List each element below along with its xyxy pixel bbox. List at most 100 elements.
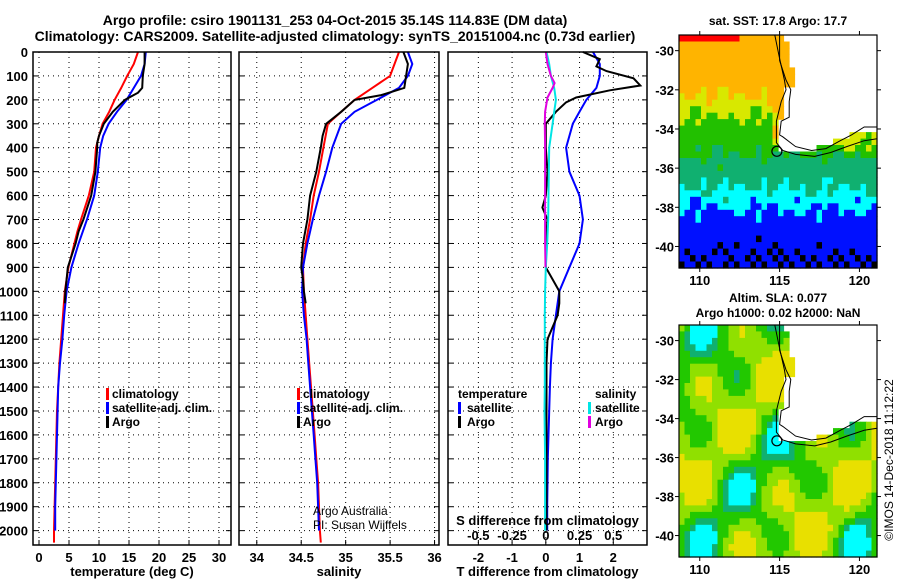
map-cell bbox=[860, 466, 867, 474]
map-cell bbox=[772, 531, 779, 539]
map-cell bbox=[750, 125, 757, 133]
map-cell bbox=[822, 203, 829, 211]
map-cell bbox=[723, 119, 730, 127]
map-cell bbox=[827, 209, 834, 217]
y-tick-label: 1400 bbox=[0, 380, 28, 395]
map-cell bbox=[684, 151, 691, 159]
map-cell bbox=[690, 209, 697, 217]
map-cell bbox=[679, 229, 686, 237]
map-cell bbox=[717, 486, 724, 494]
map-cell bbox=[750, 505, 757, 513]
map-cell bbox=[745, 190, 752, 198]
map-cell bbox=[838, 447, 845, 455]
map-cell bbox=[871, 196, 878, 204]
map-cell bbox=[756, 183, 763, 191]
map-cell bbox=[701, 447, 708, 455]
map-cell bbox=[706, 402, 713, 410]
map-cell bbox=[844, 460, 851, 468]
map-cell bbox=[734, 408, 741, 416]
map-cell bbox=[833, 235, 840, 243]
map-cell bbox=[816, 473, 823, 481]
map-cell bbox=[734, 261, 741, 269]
map-cell bbox=[734, 544, 741, 552]
map-cell bbox=[745, 170, 752, 178]
map-cell bbox=[734, 93, 741, 101]
map-cell bbox=[849, 421, 856, 429]
map-cell bbox=[690, 73, 697, 81]
map-cell bbox=[679, 415, 686, 423]
map-cell bbox=[767, 363, 774, 371]
map-cell bbox=[805, 460, 812, 468]
map-cell bbox=[695, 196, 702, 204]
map-cell bbox=[794, 460, 801, 468]
map-cell bbox=[712, 183, 719, 191]
map-cell bbox=[734, 395, 741, 403]
map-cell bbox=[706, 138, 713, 146]
map-cell bbox=[866, 460, 873, 468]
x-tick-label: -1 bbox=[506, 550, 518, 565]
map-cell bbox=[866, 447, 873, 455]
map-cell bbox=[701, 486, 708, 494]
map-cell bbox=[778, 402, 785, 410]
map-cell bbox=[761, 350, 768, 358]
map-cell bbox=[706, 441, 713, 448]
map-cell bbox=[866, 190, 873, 198]
map-cell bbox=[800, 505, 807, 513]
map-cell bbox=[756, 402, 763, 410]
map-cell bbox=[706, 453, 713, 461]
map-cell bbox=[761, 415, 768, 423]
map-cell bbox=[750, 486, 757, 494]
map-cell bbox=[728, 125, 735, 133]
map-cell bbox=[816, 229, 823, 237]
map-cell bbox=[728, 325, 735, 332]
map-cell bbox=[778, 511, 785, 519]
map-cell bbox=[723, 229, 730, 237]
map-cell bbox=[871, 537, 878, 545]
map-cell bbox=[855, 222, 862, 230]
map-cell bbox=[783, 331, 790, 339]
map-cell bbox=[739, 357, 746, 365]
map-cell bbox=[750, 106, 757, 114]
map-cell bbox=[695, 73, 702, 81]
map-cell bbox=[712, 119, 719, 127]
map-cell bbox=[745, 67, 752, 75]
map-cell bbox=[794, 170, 801, 178]
map-cell bbox=[816, 261, 823, 269]
map-cell bbox=[690, 537, 697, 545]
map-cell bbox=[811, 518, 818, 526]
map-cell bbox=[750, 531, 757, 539]
map-cell bbox=[684, 447, 691, 455]
map-cell bbox=[849, 222, 856, 230]
map-cell bbox=[728, 60, 735, 68]
map-cell bbox=[706, 434, 713, 442]
map-cell bbox=[866, 222, 873, 230]
map-cell bbox=[871, 222, 878, 230]
map-cell bbox=[822, 524, 829, 532]
map-cell bbox=[756, 222, 763, 230]
map-cell bbox=[723, 337, 730, 345]
map-cell bbox=[734, 492, 741, 500]
map-cell bbox=[728, 132, 735, 140]
map-cell bbox=[772, 499, 779, 506]
map-cell bbox=[860, 183, 867, 191]
map-cell bbox=[728, 158, 735, 166]
map-cell bbox=[728, 138, 735, 146]
map-cell bbox=[679, 389, 686, 397]
map-cell bbox=[761, 473, 768, 481]
map-cell bbox=[701, 441, 708, 448]
map-cell bbox=[778, 537, 785, 545]
map-cell bbox=[767, 35, 774, 43]
map-cell bbox=[695, 544, 702, 552]
map-cell bbox=[695, 434, 702, 442]
map-cell bbox=[695, 331, 702, 339]
map-cell bbox=[761, 112, 768, 120]
map-cell bbox=[701, 73, 708, 81]
map-cell bbox=[761, 235, 768, 243]
map-cell bbox=[706, 363, 713, 371]
map-cell bbox=[827, 492, 834, 500]
map-cell bbox=[822, 209, 829, 217]
map-cell bbox=[717, 164, 724, 172]
map-cell bbox=[833, 518, 840, 526]
map-cell bbox=[844, 209, 851, 217]
map-cell bbox=[855, 255, 862, 263]
